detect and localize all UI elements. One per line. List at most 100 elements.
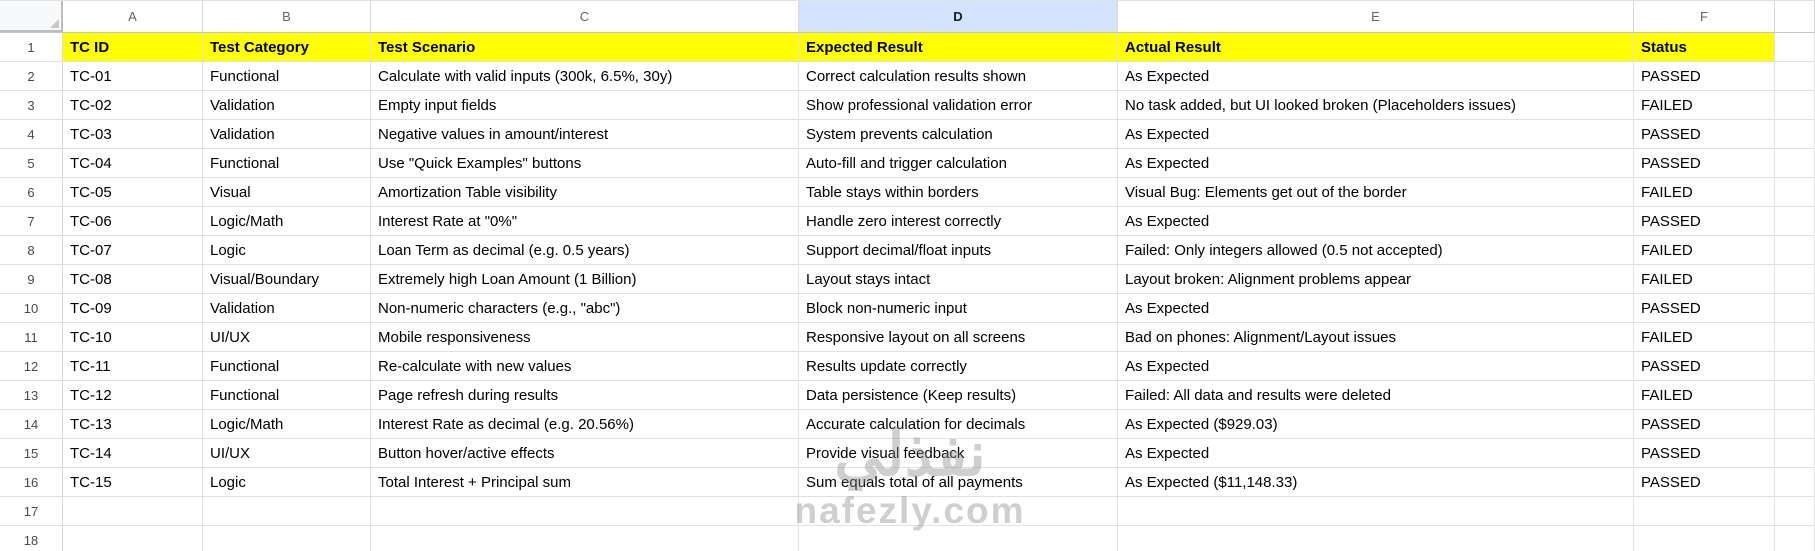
column-header-D[interactable]: D bbox=[799, 1, 1118, 32]
cell-B6[interactable]: Visual bbox=[203, 178, 371, 207]
row-header-3[interactable]: 3 bbox=[0, 91, 63, 120]
cell-D8[interactable]: Support decimal/float inputs bbox=[799, 236, 1118, 265]
row-header-15[interactable]: 15 bbox=[0, 439, 63, 468]
row-header-11[interactable]: 11 bbox=[0, 323, 63, 352]
cell-A9[interactable]: TC-08 bbox=[63, 265, 203, 294]
cell-F10[interactable]: PASSED bbox=[1634, 294, 1775, 323]
row-header-13[interactable]: 13 bbox=[0, 381, 63, 410]
cell-F2[interactable]: PASSED bbox=[1634, 62, 1775, 91]
cell-B1[interactable]: Test Category bbox=[203, 33, 371, 62]
cell-C6[interactable]: Amortization Table visibility bbox=[371, 178, 799, 207]
cell-G16[interactable] bbox=[1775, 468, 1815, 497]
cell-C4[interactable]: Negative values in amount/interest bbox=[371, 120, 799, 149]
cell-A4[interactable]: TC-03 bbox=[63, 120, 203, 149]
row-header-2[interactable]: 2 bbox=[0, 62, 63, 91]
row-header-1[interactable]: 1 bbox=[0, 33, 63, 62]
cell-C10[interactable]: Non-numeric characters (e.g., "abc") bbox=[371, 294, 799, 323]
cell-D5[interactable]: Auto-fill and trigger calculation bbox=[799, 149, 1118, 178]
cell-A12[interactable]: TC-11 bbox=[63, 352, 203, 381]
cell-C7[interactable]: Interest Rate at "0%" bbox=[371, 207, 799, 236]
cell-G17[interactable] bbox=[1775, 497, 1815, 526]
cell-G2[interactable] bbox=[1775, 62, 1815, 91]
cell-F14[interactable]: PASSED bbox=[1634, 410, 1775, 439]
cell-D1[interactable]: Expected Result bbox=[799, 33, 1118, 62]
cell-E12[interactable]: As Expected bbox=[1118, 352, 1634, 381]
cell-E17[interactable] bbox=[1118, 497, 1634, 526]
column-header-E[interactable]: E bbox=[1118, 1, 1634, 32]
cell-A5[interactable]: TC-04 bbox=[63, 149, 203, 178]
cell-D2[interactable]: Correct calculation results shown bbox=[799, 62, 1118, 91]
cell-D10[interactable]: Block non-numeric input bbox=[799, 294, 1118, 323]
cell-E16[interactable]: As Expected ($11,148.33) bbox=[1118, 468, 1634, 497]
cell-C13[interactable]: Page refresh during results bbox=[371, 381, 799, 410]
cell-G5[interactable] bbox=[1775, 149, 1815, 178]
cell-D3[interactable]: Show professional validation error bbox=[799, 91, 1118, 120]
cell-B2[interactable]: Functional bbox=[203, 62, 371, 91]
cell-G7[interactable] bbox=[1775, 207, 1815, 236]
cell-B5[interactable]: Functional bbox=[203, 149, 371, 178]
cell-E18[interactable] bbox=[1118, 526, 1634, 551]
cell-B17[interactable] bbox=[203, 497, 371, 526]
column-header-partial[interactable] bbox=[1775, 1, 1815, 32]
cell-G6[interactable] bbox=[1775, 178, 1815, 207]
cell-A14[interactable]: TC-13 bbox=[63, 410, 203, 439]
row-header-18[interactable]: 18 bbox=[0, 526, 63, 551]
cell-A10[interactable]: TC-09 bbox=[63, 294, 203, 323]
column-header-A[interactable]: A bbox=[63, 1, 203, 32]
cell-B11[interactable]: UI/UX bbox=[203, 323, 371, 352]
cell-E15[interactable]: As Expected bbox=[1118, 439, 1634, 468]
cell-F1[interactable]: Status bbox=[1634, 33, 1775, 62]
cell-D9[interactable]: Layout stays intact bbox=[799, 265, 1118, 294]
cell-F12[interactable]: PASSED bbox=[1634, 352, 1775, 381]
cell-D14[interactable]: Accurate calculation for decimals bbox=[799, 410, 1118, 439]
cell-E11[interactable]: Bad on phones: Alignment/Layout issues bbox=[1118, 323, 1634, 352]
cell-D4[interactable]: System prevents calculation bbox=[799, 120, 1118, 149]
cell-E9[interactable]: Layout broken: Alignment problems appear bbox=[1118, 265, 1634, 294]
cell-C15[interactable]: Button hover/active effects bbox=[371, 439, 799, 468]
cell-D7[interactable]: Handle zero interest correctly bbox=[799, 207, 1118, 236]
cell-G13[interactable] bbox=[1775, 381, 1815, 410]
row-header-10[interactable]: 10 bbox=[0, 294, 63, 323]
cell-B4[interactable]: Validation bbox=[203, 120, 371, 149]
row-header-6[interactable]: 6 bbox=[0, 178, 63, 207]
cell-A13[interactable]: TC-12 bbox=[63, 381, 203, 410]
cell-C18[interactable] bbox=[371, 526, 799, 551]
cell-F8[interactable]: FAILED bbox=[1634, 236, 1775, 265]
cell-B14[interactable]: Logic/Math bbox=[203, 410, 371, 439]
cell-G18[interactable] bbox=[1775, 526, 1815, 551]
row-header-17[interactable]: 17 bbox=[0, 497, 63, 526]
cell-B3[interactable]: Validation bbox=[203, 91, 371, 120]
column-header-F[interactable]: F bbox=[1634, 1, 1775, 32]
cell-D15[interactable]: Provide visual feedback bbox=[799, 439, 1118, 468]
cell-F11[interactable]: FAILED bbox=[1634, 323, 1775, 352]
cell-F18[interactable] bbox=[1634, 526, 1775, 551]
cell-C8[interactable]: Loan Term as decimal (e.g. 0.5 years) bbox=[371, 236, 799, 265]
cell-E5[interactable]: As Expected bbox=[1118, 149, 1634, 178]
cell-G14[interactable] bbox=[1775, 410, 1815, 439]
cell-G4[interactable] bbox=[1775, 120, 1815, 149]
cell-F9[interactable]: FAILED bbox=[1634, 265, 1775, 294]
row-header-9[interactable]: 9 bbox=[0, 265, 63, 294]
cell-E1[interactable]: Actual Result bbox=[1118, 33, 1634, 62]
cell-B16[interactable]: Logic bbox=[203, 468, 371, 497]
cell-A11[interactable]: TC-10 bbox=[63, 323, 203, 352]
cell-B8[interactable]: Logic bbox=[203, 236, 371, 265]
cell-E3[interactable]: No task added, but UI looked broken (Pla… bbox=[1118, 91, 1634, 120]
select-all-corner[interactable] bbox=[0, 1, 63, 32]
cell-E4[interactable]: As Expected bbox=[1118, 120, 1634, 149]
cell-C12[interactable]: Re-calculate with new values bbox=[371, 352, 799, 381]
cell-G15[interactable] bbox=[1775, 439, 1815, 468]
cell-C16[interactable]: Total Interest + Principal sum bbox=[371, 468, 799, 497]
cell-A17[interactable] bbox=[63, 497, 203, 526]
cell-G3[interactable] bbox=[1775, 91, 1815, 120]
cell-B15[interactable]: UI/UX bbox=[203, 439, 371, 468]
cell-F13[interactable]: FAILED bbox=[1634, 381, 1775, 410]
cell-A16[interactable]: TC-15 bbox=[63, 468, 203, 497]
cell-G8[interactable] bbox=[1775, 236, 1815, 265]
row-header-4[interactable]: 4 bbox=[0, 120, 63, 149]
cell-E10[interactable]: As Expected bbox=[1118, 294, 1634, 323]
cell-D13[interactable]: Data persistence (Keep results) bbox=[799, 381, 1118, 410]
cell-D17[interactable] bbox=[799, 497, 1118, 526]
row-header-7[interactable]: 7 bbox=[0, 207, 63, 236]
cell-E13[interactable]: Failed: All data and results were delete… bbox=[1118, 381, 1634, 410]
